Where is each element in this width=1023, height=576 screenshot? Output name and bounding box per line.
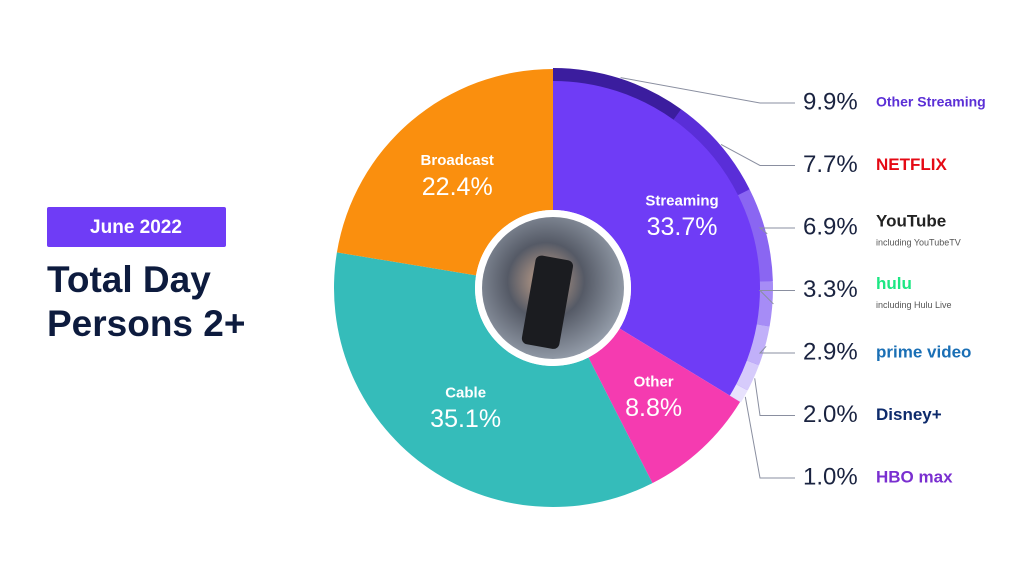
ring-segment <box>738 189 773 282</box>
leader-line <box>720 144 795 166</box>
slice-value: 33.7% <box>647 213 718 241</box>
brand-label: HBO max <box>876 467 953 486</box>
brand-label: Other Streaming <box>876 94 986 110</box>
leader-line <box>758 290 795 305</box>
slice-label: Streaming <box>645 192 718 209</box>
brand-note: including Hulu Live <box>876 300 952 310</box>
brand-label: hulu <box>876 274 912 293</box>
ring-segment <box>553 68 682 120</box>
slice-value: 35.1% <box>430 405 501 433</box>
brand-label: Disney+ <box>876 405 942 424</box>
leader-line <box>758 227 795 235</box>
ring-segment <box>729 384 748 403</box>
brand-label: prime video <box>876 342 971 361</box>
slice-label: Cable <box>445 384 486 401</box>
ring-segment <box>746 324 770 366</box>
date-label: June 2022 <box>90 217 182 238</box>
breakdown-value: 2.9% <box>803 338 858 365</box>
leader-line <box>754 378 795 416</box>
breakdown-value: 7.7% <box>803 151 858 178</box>
ring-segment <box>756 281 773 327</box>
chart-title: Total Day <box>47 259 211 300</box>
breakdown-value: 6.9% <box>803 213 858 240</box>
leader-line <box>620 77 795 104</box>
slice <box>588 328 741 484</box>
breakdown-value: 3.3% <box>803 276 858 303</box>
ring-segment <box>736 360 760 391</box>
brand-label: NETFLIX <box>876 155 947 174</box>
breakdown-value: 9.9% <box>803 88 858 115</box>
photo-remote <box>521 255 574 349</box>
leader-line <box>744 396 795 479</box>
slice-label: Other <box>634 373 674 390</box>
chart-title: Persons 2+ <box>47 303 245 344</box>
brand-note: including YouTubeTV <box>876 237 961 247</box>
breakdown-value: 2.0% <box>803 401 858 428</box>
leader-line <box>758 345 795 354</box>
brand-label: YouTube <box>876 211 946 230</box>
slice-value: 22.4% <box>422 173 493 201</box>
ring-segment <box>673 109 750 196</box>
slice <box>333 252 653 507</box>
breakdown-value: 1.0% <box>803 463 858 490</box>
slice <box>336 69 553 276</box>
slice-label: Broadcast <box>421 152 494 169</box>
date-badge <box>47 207 226 247</box>
slice-value: 8.8% <box>625 394 682 422</box>
